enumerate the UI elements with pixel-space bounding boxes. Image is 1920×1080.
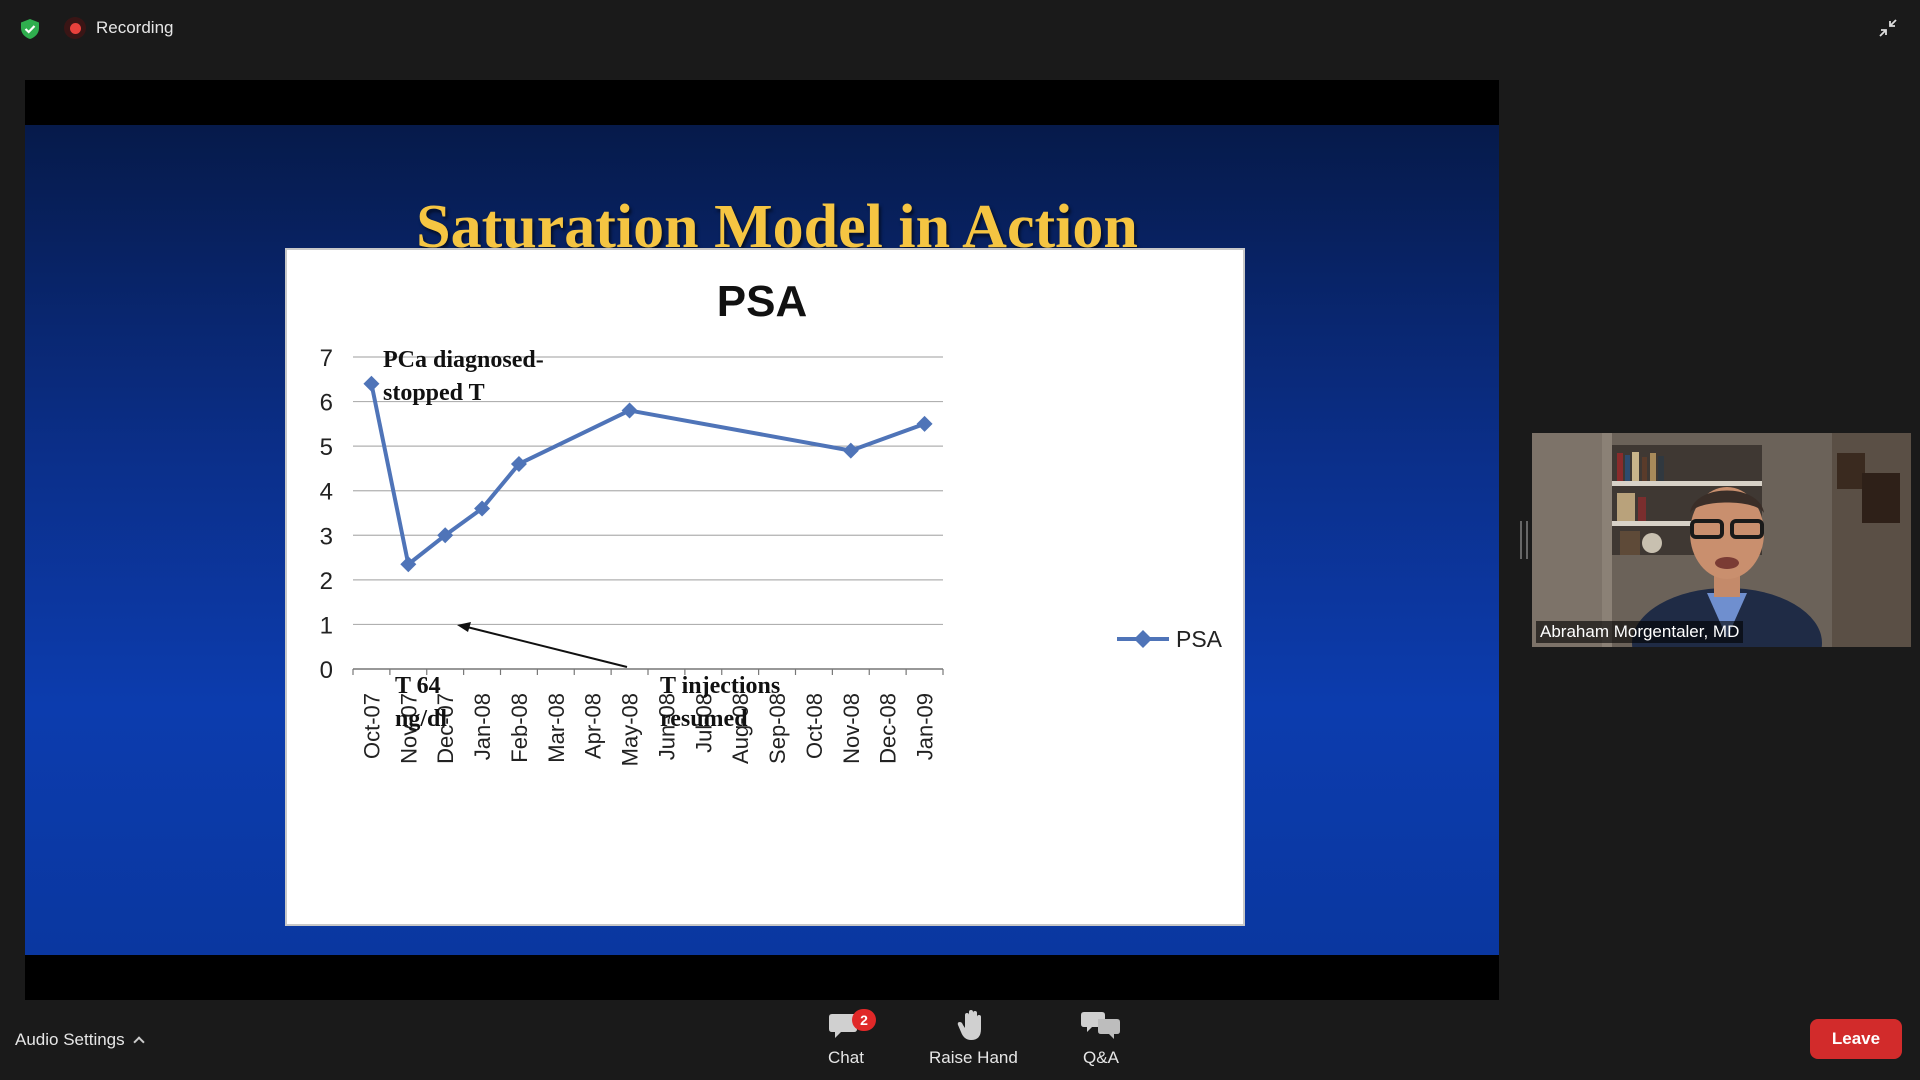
chevron-up-icon	[132, 1036, 145, 1048]
psa-chart: 0 1 2 3 4 5 6 7 Oct-07 Nov-07 Dec-07 Jan-08 Feb-08 M…	[285, 248, 1245, 926]
chart-svg: 0 1 2 3 4 5 6 7 Oct-07 Nov-07 Dec-07 Jan-08 Feb-08 M…	[320, 277, 1223, 766]
participant-video-tile[interactable]	[1532, 433, 1911, 647]
x-tick-label: Apr-08	[581, 693, 606, 759]
legend-label: PSA	[1176, 626, 1223, 652]
bottom-toolbar: Audio Settings 2 Chat Raise Hand Q&A Lea…	[0, 1000, 1920, 1080]
recording-label: Recording	[96, 18, 174, 37]
annotation-resumed-1: T injections	[660, 673, 780, 699]
annotation-diagnosed-2: stopped T	[383, 380, 485, 406]
data-point-marker	[437, 527, 454, 544]
data-point-marker	[400, 556, 417, 573]
raise-hand-label: Raise Hand	[929, 1048, 1018, 1067]
chart-y-ticks: 0 1 2 3 4 5 6 7	[320, 345, 333, 684]
participant-video	[1532, 433, 1911, 647]
x-tick-label: Dec-07	[433, 693, 458, 764]
data-point-marker	[363, 375, 380, 392]
exit-fullscreen-icon[interactable]	[1876, 16, 1900, 40]
y-tick-label: 7	[320, 345, 333, 372]
x-tick-label: Sep-08	[765, 693, 790, 764]
annotation-t64-2: ng/dl	[395, 706, 447, 732]
qa-label: Q&A	[1083, 1048, 1119, 1067]
chart-x-ticks: Oct-07 Nov-07 Dec-07 Jan-08 Feb-08 Mar-08 Apr-…	[352, 669, 944, 766]
audio-settings-label: Audio Settings	[15, 1030, 125, 1049]
audio-settings-button[interactable]: Audio Settings	[15, 1030, 145, 1050]
chart-legend: PSA	[1117, 626, 1223, 652]
series-line	[369, 383, 926, 567]
y-tick-label: 4	[320, 479, 333, 506]
participant-name: Abraham Morgentaler, MD	[1536, 621, 1744, 643]
raise-hand-button[interactable]: Raise Hand	[929, 1008, 1018, 1068]
x-tick-label: Jan-09	[913, 693, 938, 760]
chart-series	[363, 375, 933, 573]
data-point-marker	[916, 415, 933, 432]
data-point-marker	[621, 402, 638, 419]
y-tick-label: 3	[320, 523, 333, 550]
y-tick-label: 2	[320, 568, 333, 595]
recording-icon	[64, 17, 86, 39]
y-tick-label: 0	[320, 657, 333, 684]
data-point-marker	[474, 500, 491, 517]
recording-indicator[interactable]: Recording	[64, 17, 174, 39]
raise-hand-icon	[958, 1010, 982, 1040]
x-tick-label: Oct-07	[359, 693, 384, 759]
x-tick-label: Jan-08	[470, 693, 495, 760]
qa-icon	[1081, 1012, 1120, 1039]
top-bar: Recording	[0, 0, 1920, 60]
x-tick-label: Nov-07	[396, 693, 421, 764]
annotation-t64-1: T 64	[395, 673, 441, 699]
chat-button[interactable]: 2 Chat	[828, 1008, 876, 1068]
panel-resize-handle[interactable]	[1520, 521, 1528, 559]
chat-unread-badge: 2	[852, 1009, 876, 1031]
qa-button[interactable]: Q&A	[1081, 1008, 1121, 1068]
annotation-arrow	[457, 622, 628, 668]
y-tick-label: 1	[320, 612, 333, 639]
x-tick-label: Oct-08	[802, 693, 827, 759]
x-tick-label: Jun-08	[654, 693, 679, 760]
x-tick-label: Jul-08	[691, 693, 716, 753]
data-point-marker	[842, 442, 859, 459]
chat-label: Chat	[828, 1048, 864, 1067]
x-tick-label: Aug-08	[728, 693, 753, 764]
y-tick-label: 5	[320, 434, 333, 461]
x-tick-label: Nov-08	[839, 693, 864, 764]
x-tick-label: May-08	[618, 693, 643, 766]
annotation-diagnosed-1: PCa diagnosed-	[383, 347, 544, 373]
security-shield-icon[interactable]	[19, 18, 41, 40]
x-tick-label: Dec-08	[876, 693, 901, 764]
leave-button[interactable]: Leave	[1810, 1019, 1902, 1059]
data-point-marker	[510, 455, 527, 472]
x-tick-label: Feb-08	[507, 693, 532, 763]
chat-icon	[829, 1014, 857, 1038]
annotation-resumed-2: resumed	[660, 706, 748, 732]
chart-title: PSA	[717, 277, 807, 326]
y-tick-label: 6	[320, 390, 333, 417]
x-tick-label: Mar-08	[544, 693, 569, 763]
